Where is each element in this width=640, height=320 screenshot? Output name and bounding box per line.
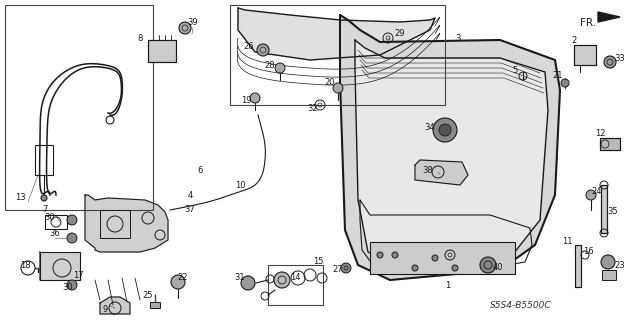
Bar bbox=[5, 5, 153, 210]
Circle shape bbox=[452, 265, 458, 271]
Bar bbox=[600, 138, 620, 150]
Text: 9: 9 bbox=[102, 306, 108, 315]
Text: 37: 37 bbox=[184, 205, 195, 214]
Circle shape bbox=[41, 195, 47, 201]
Text: 28: 28 bbox=[265, 60, 275, 69]
Polygon shape bbox=[415, 160, 468, 185]
Text: 3: 3 bbox=[455, 34, 461, 43]
Circle shape bbox=[377, 252, 383, 258]
Text: 17: 17 bbox=[73, 270, 83, 279]
Circle shape bbox=[561, 79, 569, 87]
Bar bbox=[35, 145, 53, 175]
Polygon shape bbox=[340, 15, 560, 280]
Text: 23: 23 bbox=[614, 260, 625, 269]
Text: 10: 10 bbox=[235, 180, 245, 189]
Bar bbox=[148, 40, 176, 62]
Text: 14: 14 bbox=[290, 274, 300, 283]
Text: 35: 35 bbox=[608, 207, 618, 217]
Polygon shape bbox=[40, 252, 80, 280]
Circle shape bbox=[601, 255, 615, 269]
Text: 20: 20 bbox=[324, 77, 335, 86]
Text: 16: 16 bbox=[582, 247, 593, 257]
Circle shape bbox=[67, 233, 77, 243]
Circle shape bbox=[250, 93, 260, 103]
Text: 13: 13 bbox=[15, 194, 26, 203]
Text: 30: 30 bbox=[45, 213, 55, 222]
Text: 18: 18 bbox=[20, 261, 30, 270]
Text: 25: 25 bbox=[143, 291, 153, 300]
Bar bbox=[575, 245, 581, 287]
Circle shape bbox=[67, 280, 77, 290]
Text: 27: 27 bbox=[333, 266, 343, 275]
Circle shape bbox=[432, 255, 438, 261]
Text: 24: 24 bbox=[592, 188, 602, 196]
Text: 22: 22 bbox=[178, 274, 188, 283]
Bar bbox=[601, 185, 607, 233]
Bar bbox=[45, 215, 67, 229]
Circle shape bbox=[67, 215, 77, 225]
Circle shape bbox=[333, 83, 343, 93]
Text: 15: 15 bbox=[313, 258, 323, 267]
Text: 7: 7 bbox=[42, 205, 48, 214]
Text: 26: 26 bbox=[244, 42, 254, 51]
Text: 2: 2 bbox=[572, 36, 577, 44]
Circle shape bbox=[392, 252, 398, 258]
Bar bbox=[100, 210, 130, 238]
Text: S5S4-B5500C: S5S4-B5500C bbox=[490, 300, 552, 309]
Bar bbox=[574, 45, 596, 65]
Text: 30: 30 bbox=[63, 284, 74, 292]
Circle shape bbox=[586, 190, 596, 200]
Bar bbox=[230, 5, 445, 105]
Bar bbox=[268, 265, 323, 305]
Circle shape bbox=[179, 22, 191, 34]
Text: 11: 11 bbox=[562, 237, 572, 246]
Bar bbox=[575, 245, 581, 287]
Polygon shape bbox=[355, 40, 548, 265]
Polygon shape bbox=[598, 12, 620, 22]
Text: 36: 36 bbox=[50, 229, 60, 238]
Circle shape bbox=[439, 124, 451, 136]
Text: 29: 29 bbox=[395, 28, 405, 37]
Text: 4: 4 bbox=[188, 190, 193, 199]
Circle shape bbox=[241, 276, 255, 290]
Text: 32: 32 bbox=[308, 103, 318, 113]
Text: 8: 8 bbox=[138, 34, 143, 43]
Text: 21: 21 bbox=[553, 70, 563, 79]
Text: 33: 33 bbox=[614, 53, 625, 62]
Bar bbox=[574, 45, 596, 65]
Text: 40: 40 bbox=[493, 263, 503, 273]
Bar bbox=[148, 40, 176, 62]
Text: 19: 19 bbox=[241, 95, 252, 105]
Text: FR.: FR. bbox=[580, 18, 596, 28]
Circle shape bbox=[604, 56, 616, 68]
Text: 39: 39 bbox=[188, 18, 198, 27]
Text: 6: 6 bbox=[197, 165, 203, 174]
Text: 1: 1 bbox=[445, 281, 451, 290]
Text: 12: 12 bbox=[595, 129, 605, 138]
Circle shape bbox=[412, 265, 418, 271]
Polygon shape bbox=[100, 297, 130, 314]
Text: 38: 38 bbox=[422, 165, 433, 174]
Bar bbox=[602, 270, 616, 280]
Circle shape bbox=[171, 275, 185, 289]
Text: 34: 34 bbox=[425, 123, 435, 132]
Text: 5: 5 bbox=[513, 66, 518, 75]
Circle shape bbox=[341, 263, 351, 273]
Text: 31: 31 bbox=[235, 273, 245, 282]
Circle shape bbox=[257, 44, 269, 56]
Circle shape bbox=[480, 257, 496, 273]
Bar bbox=[600, 138, 620, 150]
Circle shape bbox=[274, 272, 290, 288]
Polygon shape bbox=[85, 195, 168, 252]
Bar bbox=[150, 302, 160, 308]
Circle shape bbox=[433, 118, 457, 142]
Polygon shape bbox=[238, 8, 435, 60]
Bar bbox=[601, 185, 607, 233]
Circle shape bbox=[275, 63, 285, 73]
Bar bbox=[40, 252, 80, 280]
Bar bbox=[370, 242, 515, 274]
